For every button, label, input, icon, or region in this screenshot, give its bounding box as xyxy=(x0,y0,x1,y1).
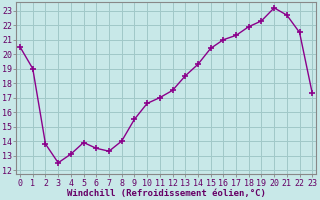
X-axis label: Windchill (Refroidissement éolien,°C): Windchill (Refroidissement éolien,°C) xyxy=(67,189,266,198)
